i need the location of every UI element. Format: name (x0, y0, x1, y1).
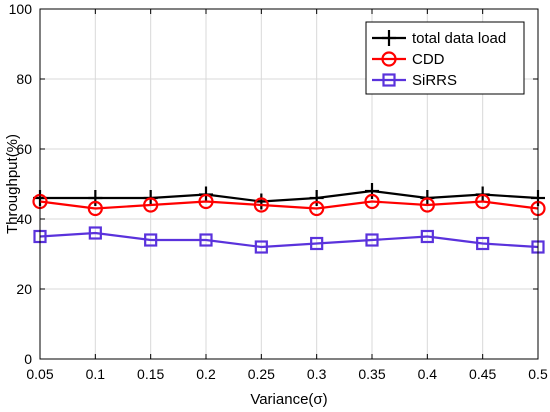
series-1 (32, 193, 546, 217)
circle-marker (475, 193, 491, 210)
x-tick-label: 0.5 (528, 366, 548, 382)
x-tick-label: 0.1 (86, 366, 106, 382)
legend-label: total data load (412, 30, 506, 47)
legend-item: CDD (372, 51, 445, 68)
x-tick-label: 0.15 (137, 366, 164, 382)
circle-marker (253, 197, 269, 213)
square-marker (254, 240, 268, 254)
legend-item: SiRRS (372, 72, 457, 89)
plus-marker (382, 30, 396, 46)
x-tick-label: 0.25 (248, 366, 275, 382)
square-marker (420, 229, 434, 244)
legend-label: CDD (412, 51, 445, 68)
y-tick-label: 40 (16, 211, 32, 227)
circle-marker (419, 197, 435, 213)
y-tick-label: 60 (16, 141, 32, 157)
series-layer (32, 183, 546, 254)
y-tick-label: 100 (9, 1, 33, 17)
square-marker (144, 233, 158, 247)
plus-marker (365, 183, 379, 199)
x-tick-label: 0.2 (196, 366, 216, 382)
series-line (39, 200, 539, 210)
x-tick-label: 0.05 (26, 366, 53, 382)
x-axis-title: Variance(σ) (250, 391, 327, 408)
plot-frame (39, 8, 539, 360)
x-axis-ticks: 0.05 0.1 0.15 0.2 0.25 0.3 0.35 0.4 0.45 0.5 (26, 9, 548, 382)
plus-marker (88, 190, 103, 206)
square-marker (476, 236, 490, 251)
circle-marker (381, 51, 397, 67)
legend-item: total data load (372, 30, 506, 47)
square-marker (365, 233, 379, 247)
x-tick-label: 0.45 (469, 366, 496, 382)
circle-marker (87, 200, 103, 217)
y-axis-title: Throughput(%) (4, 134, 21, 234)
legend-label: SiRRS (412, 72, 457, 89)
circle-marker (198, 193, 214, 210)
square-marker (199, 233, 213, 247)
circle-marker (143, 197, 159, 213)
circle-marker (309, 200, 325, 217)
series-line (39, 231, 539, 249)
x-tick-label: 0.4 (418, 366, 438, 382)
legend: total data load CDD SiRRS (365, 21, 525, 95)
plus-marker (309, 190, 324, 206)
x-tick-label: 0.35 (358, 366, 385, 382)
square-marker (382, 73, 396, 87)
y-tick-label: 20 (16, 281, 32, 297)
circle-marker (364, 193, 380, 210)
y-tick-label: 0 (24, 351, 32, 367)
series-line (40, 189, 539, 203)
y-axis-ticks: 0 20 40 60 80 100 (9, 1, 538, 367)
y-tick-label: 80 (16, 71, 32, 87)
x-tick-label: 0.3 (307, 366, 327, 382)
square-marker (310, 236, 324, 251)
square-marker (88, 226, 102, 240)
